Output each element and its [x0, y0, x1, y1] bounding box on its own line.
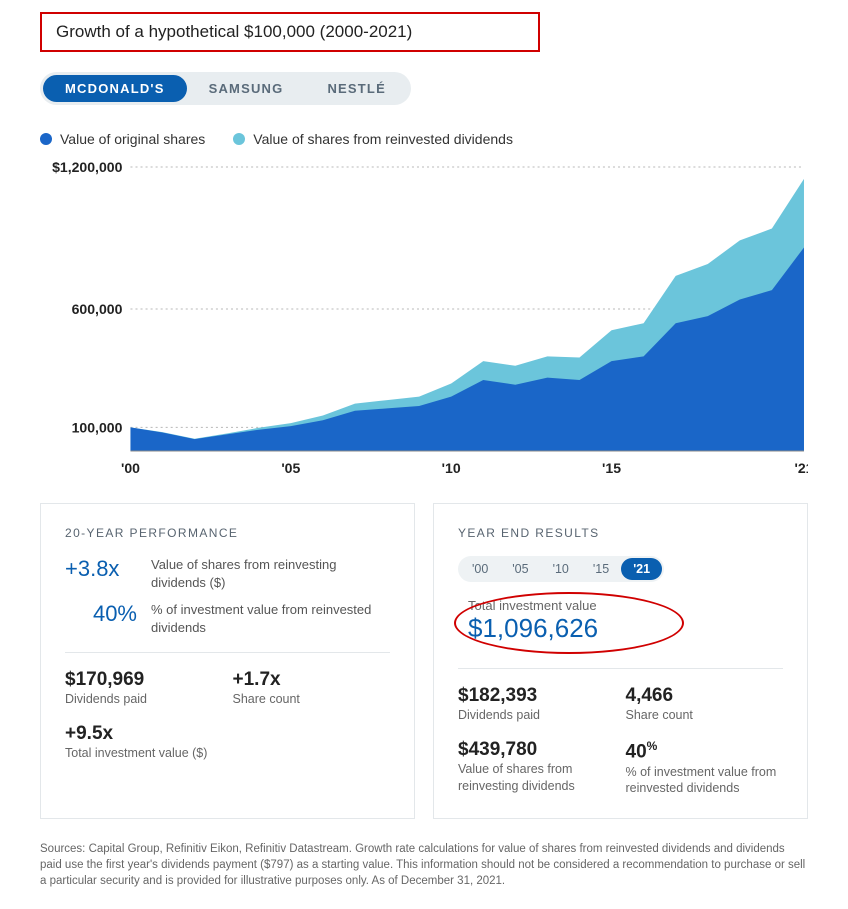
svg-text:'21: '21 [794, 460, 808, 476]
svg-text:100,000: 100,000 [72, 419, 123, 435]
stat-dividends-paid: $170,969 Dividends paid [65, 669, 223, 707]
svg-text:'05: '05 [281, 460, 300, 476]
stat-r-dividends-paid: $182,393 Dividends paid [458, 685, 616, 723]
card-title-right: YEAR END RESULTS [458, 526, 783, 540]
legend-swatch-reinvested [233, 133, 245, 145]
year-pill-bar: '00 '05 '10 '15 '21 [458, 556, 664, 582]
area-chart: 100,000 600,000 $1,200,000 '00 '05 '10 '15 '21 [40, 161, 808, 481]
card-divider [65, 652, 390, 653]
left-card-grid: $170,969 Dividends paid +1.7x Share coun… [65, 669, 390, 762]
summary-cards: 20-YEAR PERFORMANCE +3.8x Value of share… [40, 503, 808, 819]
stat-share-count: +1.7x Share count [233, 669, 391, 707]
stat-r-share-count: 4,466 Share count [626, 685, 784, 723]
company-tab-bar: MCDONALD'S SAMSUNG NESTLÉ [40, 72, 411, 105]
svg-text:'10: '10 [442, 460, 461, 476]
card-divider-right [458, 668, 783, 669]
stat-total-inv-value: +9.5x Total investment value ($) [65, 723, 223, 761]
legend-item-original: Value of original shares [40, 131, 205, 147]
year-pill-05[interactable]: '05 [500, 558, 540, 580]
total-investment-value-highlight: Total investment value $1,096,626 [458, 594, 616, 652]
legend-swatch-original [40, 133, 52, 145]
right-card-grid: $182,393 Dividends paid 4,466 Share coun… [458, 685, 783, 796]
svg-text:600,000: 600,000 [72, 301, 123, 317]
tiv-value: $1,096,626 [468, 613, 598, 644]
card-title-left: 20-YEAR PERFORMANCE [65, 526, 390, 540]
svg-text:'00: '00 [121, 460, 140, 476]
stat-r-reinvest-value: $439,780 Value of shares from reinvestin… [458, 739, 616, 796]
card-year-end-results: YEAR END RESULTS '00 '05 '10 '15 '21 Tot… [433, 503, 808, 819]
page-title: Growth of a hypothetical $100,000 (2000-… [56, 22, 412, 41]
year-pill-21[interactable]: '21 [621, 558, 662, 580]
legend-label-original: Value of original shares [60, 131, 205, 147]
tiv-label: Total investment value [468, 598, 598, 613]
year-pill-15[interactable]: '15 [581, 558, 621, 580]
stat-desc-pct: % of investment value from reinvested di… [151, 601, 390, 636]
svg-text:$1,200,000: $1,200,000 [52, 161, 123, 175]
stat-r-pct: 40% % of investment value from reinveste… [626, 739, 784, 796]
stat-row-pct: 40% % of investment value from reinveste… [65, 601, 390, 636]
legend-item-reinvested: Value of shares from reinvested dividend… [233, 131, 513, 147]
sources-footnote: Sources: Capital Group, Refinitiv Eikon,… [40, 841, 808, 889]
tab-nestle[interactable]: NESTLÉ [305, 75, 407, 102]
tab-mcdonalds[interactable]: MCDONALD'S [43, 75, 187, 102]
legend-label-reinvested: Value of shares from reinvested dividend… [253, 131, 513, 147]
title-highlight-box: Growth of a hypothetical $100,000 (2000-… [40, 12, 540, 52]
stat-value-reinvest: +3.8x [65, 556, 137, 582]
year-pill-10[interactable]: '10 [541, 558, 581, 580]
stat-desc-reinvest: Value of shares from reinvesting dividen… [151, 556, 390, 591]
tab-samsung[interactable]: SAMSUNG [187, 75, 306, 102]
stat-value-pct: 40% [65, 601, 137, 627]
chart-legend: Value of original shares Value of shares… [40, 131, 808, 147]
card-20-year-performance: 20-YEAR PERFORMANCE +3.8x Value of share… [40, 503, 415, 819]
stat-row-reinvest-value: +3.8x Value of shares from reinvesting d… [65, 556, 390, 591]
svg-text:'15: '15 [602, 460, 621, 476]
year-pill-00[interactable]: '00 [460, 558, 500, 580]
